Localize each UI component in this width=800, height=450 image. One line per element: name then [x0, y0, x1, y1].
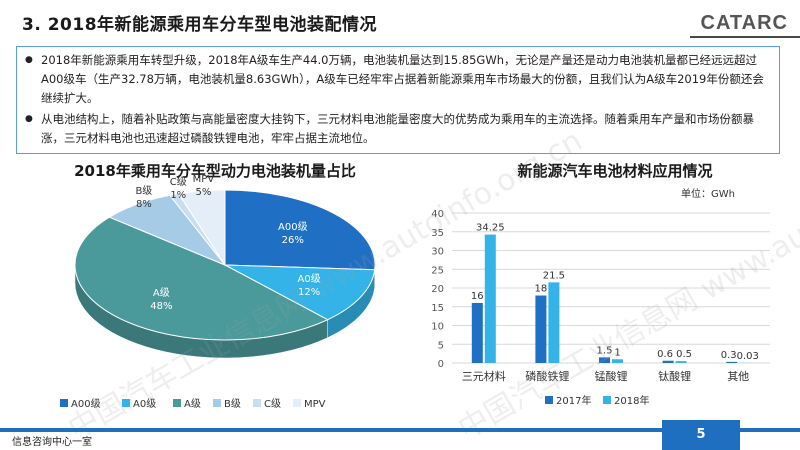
- y-tick-label: 15: [431, 303, 444, 314]
- bar: [726, 361, 738, 363]
- pie-label-value: 12%: [298, 287, 320, 298]
- x-tick-label: 三元材料: [462, 369, 506, 383]
- bar: [548, 282, 560, 363]
- legend-swatch: [122, 399, 130, 407]
- pie-slice: [224, 264, 376, 321]
- pie-label-name: C级: [170, 176, 187, 188]
- x-tick-label: 其他: [727, 370, 749, 383]
- footer-divider: [0, 428, 800, 432]
- x-tick-label: 钛酸锂: [658, 369, 691, 383]
- y-tick-label: 20: [431, 284, 444, 295]
- pie-label-value: 5%: [195, 187, 211, 198]
- y-tick-label: 0: [438, 359, 444, 370]
- bullet-item: ● 2018年新能源乘用车转型升级，2018年A级车生产44.0万辆，电池装机量…: [25, 51, 769, 108]
- y-tick-label: 25: [431, 265, 444, 276]
- legend-label: MPV: [304, 399, 326, 410]
- logo-underline: [690, 36, 800, 38]
- bar-data-label: 21.5: [543, 270, 565, 281]
- bar-data-label: 34.25: [476, 223, 505, 234]
- legend-label: C级: [264, 398, 281, 410]
- pie-label-name: A0级: [298, 273, 321, 285]
- bar-data-label: 16: [471, 291, 484, 302]
- bar-data-label: 18: [535, 284, 548, 295]
- bar-chart-title: 新能源汽车电池材料应用情况: [517, 162, 713, 180]
- bar-unit-label: 单位：GWh: [681, 187, 735, 200]
- bar-data-label: 1: [614, 347, 620, 358]
- legend-swatch: [545, 396, 553, 404]
- pie-label-value: 1%: [170, 190, 186, 201]
- legend-label: 2017年: [556, 394, 591, 407]
- pie-label-value: 26%: [282, 235, 304, 246]
- pie-slice: [74, 216, 329, 341]
- y-tick-label: 30: [431, 247, 444, 258]
- legend-swatch: [60, 399, 68, 407]
- pie-slice: [224, 189, 376, 271]
- bar: [662, 360, 674, 363]
- x-tick-label: 锰酸锂: [595, 369, 628, 383]
- bullet-dot-icon: ●: [25, 55, 33, 65]
- pie-label-value: 8%: [136, 199, 152, 210]
- legend-swatch: [253, 399, 261, 407]
- pie-label-value: 48%: [150, 301, 172, 312]
- pie-label-name: MPV: [193, 174, 215, 185]
- slide-title: 3. 2018年新能源乘用车分车型电池装配情况: [22, 15, 378, 35]
- bar: [535, 295, 547, 363]
- legend-label: 2018年: [614, 394, 649, 407]
- summary-box: ● 2018年新能源乘用车转型升级，2018年A级车生产44.0万辆，电池装机量…: [16, 46, 780, 154]
- legend-swatch: [213, 399, 221, 407]
- bar: [484, 234, 496, 363]
- bar: [675, 361, 687, 363]
- bar-data-label: 0.5: [676, 349, 692, 360]
- pie-label-name: A00级: [278, 221, 308, 233]
- legend-swatch: [173, 399, 181, 407]
- y-tick-label: 40: [431, 209, 444, 220]
- y-tick-label: 35: [431, 228, 444, 239]
- legend-label: A级: [184, 398, 201, 410]
- bullet-item: ● 从电池结构上，随着补贴政策与高能量密度大挂钩下，三元材料电池能量密度大的优势…: [25, 110, 769, 148]
- legend-label: A00级: [71, 398, 101, 410]
- bar: [471, 303, 483, 363]
- footer-label: 信息咨询中心一室: [12, 437, 92, 448]
- legend-label: B级: [224, 398, 241, 410]
- legend-swatch: [293, 399, 301, 407]
- bar: [612, 359, 623, 363]
- legend-label: A0级: [133, 398, 156, 410]
- pie-label-name: A级: [153, 287, 170, 299]
- y-tick-label: 10: [431, 322, 444, 333]
- bar-data-label: 1.5: [597, 345, 613, 356]
- pie-chart-title: 2018年乘用车分车型动力电池装机量占比: [74, 162, 356, 180]
- pie-slice: [177, 189, 226, 267]
- pie-label-name: B级: [135, 185, 152, 197]
- page-number: 5: [662, 420, 740, 450]
- bar-data-label: 0.03: [737, 351, 759, 362]
- bar-data-label: 0.6: [657, 349, 673, 360]
- legend-swatch: [603, 396, 611, 404]
- y-tick-label: 5: [438, 340, 444, 351]
- bar: [599, 357, 610, 363]
- bullet-text: 从电池结构上，随着补贴政策与高能量密度大挂钩下，三元材料电池能量密度大的优势成为…: [41, 112, 754, 145]
- x-tick-label: 磷酸铁锂: [525, 369, 569, 383]
- bullet-dot-icon: ●: [25, 114, 33, 124]
- bar-data-label: 0.3: [721, 350, 737, 361]
- catarc-logo: CATARC: [700, 12, 788, 34]
- bullet-text: 2018年新能源乘用车转型升级，2018年A级车生产44.0万辆，电池装机量达到…: [41, 53, 764, 105]
